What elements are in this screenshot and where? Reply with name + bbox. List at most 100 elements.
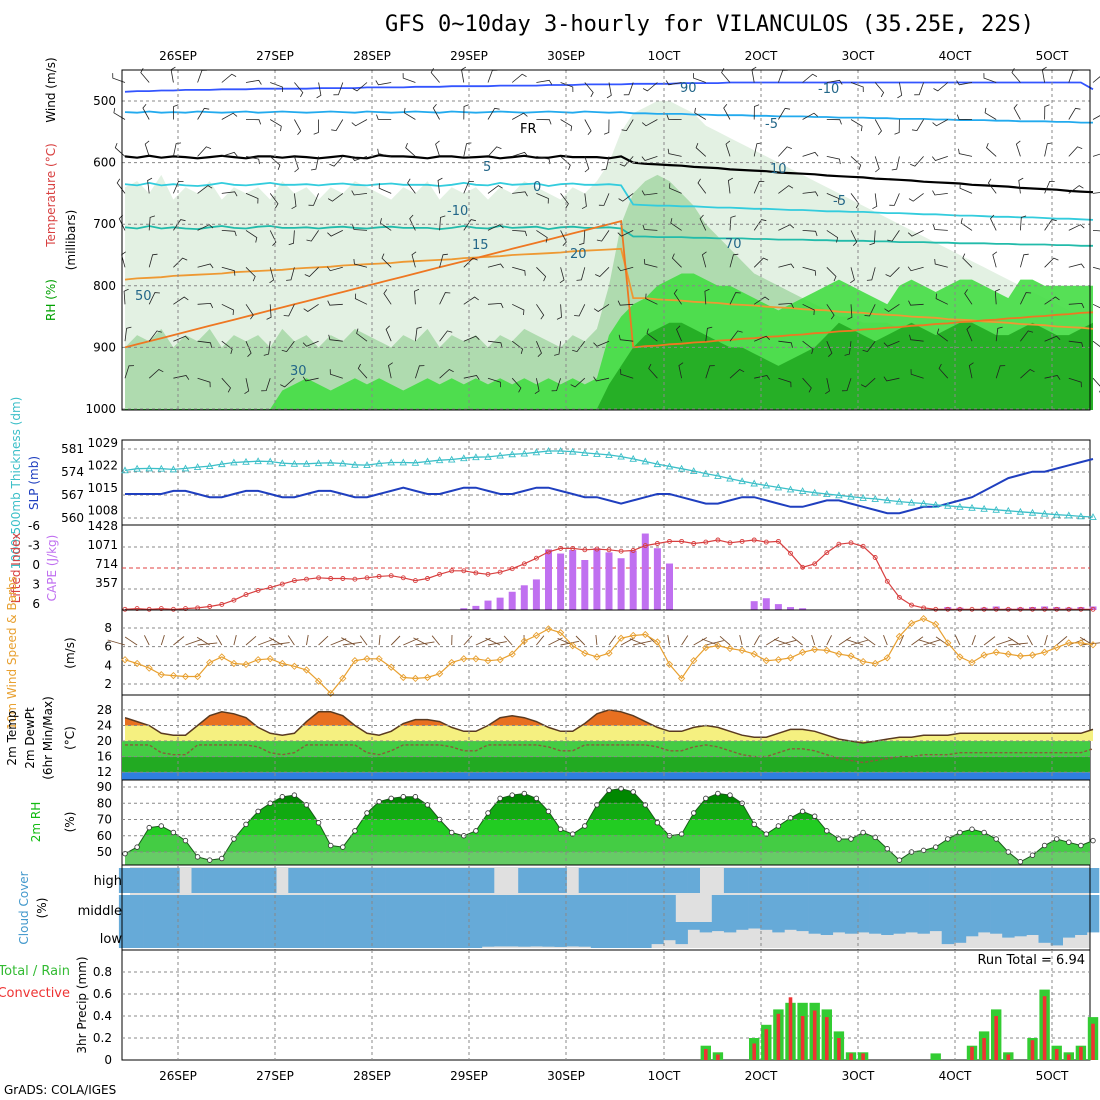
- rh-marker: [170, 829, 177, 836]
- cape-bar: [762, 598, 770, 610]
- upper-wind-barb: [376, 114, 392, 120]
- wind-y-tick-0: 8: [104, 621, 112, 635]
- cloud-cell-middle: [481, 895, 495, 922]
- upper-label-wind: Wind (m/s): [44, 57, 58, 122]
- upper-wind-barb: [245, 267, 256, 282]
- cloud-cell-middle: [941, 895, 955, 922]
- upper-wind-barb: [221, 191, 238, 197]
- upper-wind-barb: [648, 363, 658, 379]
- cape-label-cape: CAPE (J/kg): [45, 535, 59, 602]
- cloud-cell-low: [978, 922, 991, 933]
- upper-wind-barb: [245, 230, 258, 243]
- cloud-cell-middle: [723, 895, 737, 922]
- cloud-cell-middle: [336, 895, 350, 922]
- wind-barb: [629, 638, 646, 646]
- upper-wind-barb: [968, 362, 974, 379]
- upper-wind-barb: [1092, 340, 1100, 348]
- upper-wind-barb: [512, 303, 525, 316]
- precip-conv-bar: [1054, 1049, 1059, 1060]
- thickness-marker: [605, 450, 613, 458]
- cloud-cell-high: [252, 868, 265, 893]
- wind-barb: [173, 636, 185, 646]
- wind-speed-marker: [992, 648, 1000, 656]
- cloud-cell-high: [373, 868, 386, 893]
- wind-speed-marker: [605, 649, 613, 657]
- precip-conv-bar: [982, 1038, 986, 1060]
- bottom-date-label-4: 30SEP: [547, 1069, 585, 1083]
- wind-frame: [121, 609, 1091, 696]
- upper-wind-barb: [536, 304, 545, 320]
- lifted-index-marker: [509, 566, 515, 572]
- lifted-index-marker: [219, 601, 225, 607]
- upper-wind-barb: [308, 193, 319, 206]
- rh-label: 2m RH: [29, 802, 43, 843]
- rh-marker: [799, 808, 806, 815]
- cloud-cell-high: [1074, 868, 1088, 893]
- lifted-index-marker: [679, 538, 685, 544]
- wind-speed-marker: [726, 644, 734, 653]
- cloud-cell-low: [191, 922, 204, 948]
- upper-wind-barb: [889, 193, 900, 206]
- wind-speed-marker: [835, 650, 843, 658]
- wind-speed-marker: [968, 658, 976, 667]
- cloud-cell-low: [300, 922, 313, 948]
- upper-wind-barb: [351, 190, 368, 196]
- thickness-marker: [363, 461, 371, 469]
- rh-marker: [352, 828, 358, 834]
- wind-barb: [911, 636, 924, 646]
- upper-wind-barb: [914, 82, 924, 96]
- lifted-index-marker: [703, 539, 709, 545]
- rh-marker: [981, 829, 987, 836]
- cloud-cell-high: [820, 868, 834, 893]
- upper-wind-barb: [802, 73, 818, 83]
- thickness-marker: [242, 457, 250, 465]
- cloud-cell-middle: [784, 895, 797, 922]
- upper-wind-barb: [778, 146, 792, 157]
- thickness-marker: [992, 505, 1000, 513]
- wind-speed-marker: [895, 632, 904, 641]
- thickness-marker: [774, 483, 783, 491]
- upper-wind-barb: [850, 230, 858, 246]
- wind-barb: [719, 635, 731, 646]
- upper-wind-barb: [302, 340, 319, 347]
- upper-wind-barb: [403, 107, 416, 120]
- cloud-cell-high: [288, 868, 301, 893]
- cloud-cell-high: [324, 868, 337, 893]
- wind-barb: [341, 637, 356, 646]
- wind-barb: [681, 635, 689, 646]
- rh-marker: [206, 857, 213, 863]
- wind-label: 10m Wind Speed & Barbs: [5, 576, 19, 730]
- wind-speed-marker: [314, 677, 323, 685]
- upper-wind-barb: [221, 230, 237, 237]
- upper-wind-barb: [641, 156, 658, 161]
- upper-wind-barb: [826, 119, 842, 125]
- cloud-cell-high: [167, 868, 180, 893]
- cloud-cell-middle: [590, 895, 604, 922]
- rh-marker: [1078, 842, 1084, 849]
- upper-wind-barb: [173, 104, 179, 120]
- cloud-cell-low: [602, 922, 616, 948]
- rh-marker: [1090, 837, 1096, 844]
- lifted-index-marker: [594, 546, 600, 552]
- upper-wind-barb: [1044, 180, 1055, 194]
- wind-speed-marker: [907, 619, 916, 627]
- wind-barb: [257, 638, 275, 646]
- precip-conv-bar: [704, 1049, 708, 1060]
- cloud-cell-middle: [373, 895, 386, 922]
- lifted-index-marker: [449, 568, 455, 574]
- thickness-marker: [871, 495, 879, 502]
- upper-wind-barb: [560, 156, 571, 170]
- upper-wind-barb: [826, 156, 841, 165]
- rh-marker: [412, 794, 419, 800]
- rh-marker: [303, 802, 310, 808]
- cloud-cell-low: [639, 922, 652, 948]
- upper-wind-barb: [197, 224, 214, 231]
- upper-wind-barb: [463, 180, 474, 194]
- cloud-cell-middle: [844, 895, 858, 922]
- upper-wind-barb: [578, 230, 586, 246]
- wind-speed-marker: [472, 655, 480, 663]
- wind-speed-marker: [544, 625, 553, 633]
- wind-speed-marker: [423, 673, 432, 682]
- upper-wind-barb: [511, 377, 522, 393]
- rh-marker: [400, 794, 406, 800]
